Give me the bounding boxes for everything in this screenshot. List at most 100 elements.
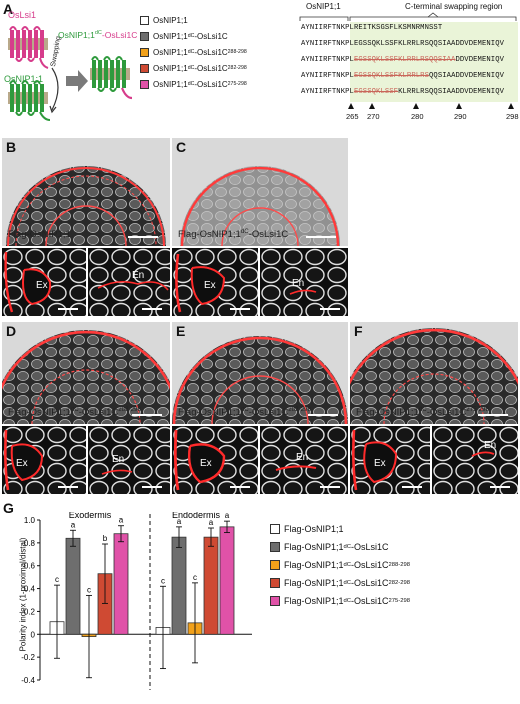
scalebar-b-ex bbox=[58, 308, 78, 310]
significance-letter: a bbox=[71, 520, 76, 529]
y-tick-label: 0 bbox=[31, 630, 36, 639]
y-tick-label: 0.4 bbox=[24, 585, 36, 594]
pos-270: 270 bbox=[367, 112, 380, 121]
chart-legend-2: Flag-OsNIP1;1 dC -OsLsi1C bbox=[270, 538, 410, 556]
align-row-2: AYNIIRFTNKPLEGSSQKLSSFKLRRLRSQQSIAADDVDE… bbox=[301, 40, 505, 48]
pos-265: 265 bbox=[346, 112, 359, 121]
y-tick-label: -0.4 bbox=[21, 676, 35, 685]
scalebar-d-ex bbox=[58, 486, 78, 488]
y-tick-label: 0.8 bbox=[24, 539, 36, 548]
significance-letter: a bbox=[209, 518, 214, 527]
micrograph-e-en: En bbox=[260, 426, 348, 494]
micrograph-f-overview: Flag-OsNIP1;1dC-OsLsi1C275-298 bbox=[350, 322, 518, 424]
align-row-4: AYNIIRFTNKPLEGSSQKLSSFKLRRLRSQQSIAADDVDE… bbox=[301, 72, 505, 80]
label-f: Flag-OsNIP1;1dC-OsLsi1C275-298 bbox=[356, 405, 489, 418]
scalebar-e bbox=[308, 414, 338, 416]
significance-letter: a bbox=[225, 512, 230, 520]
chart-legend: Flag-OsNIP1;1 Flag-OsNIP1;1 dC -OsLsi1C Fl… bbox=[270, 520, 410, 610]
micrograph-d-overview: Flag-OsNIP1;1dC-OsLsi1C288-298 bbox=[2, 322, 170, 424]
panel-letter-a: A bbox=[3, 1, 14, 17]
label-ex-c: Ex bbox=[204, 280, 216, 291]
micrograph-f-ex: Ex bbox=[350, 426, 430, 494]
align-row-5: AYNIIRFTNKPLEGSSQKLSSFKLRRLRSQQSIAADDVDE… bbox=[301, 88, 505, 96]
label-oslsi1: OsLsi1 bbox=[8, 10, 37, 20]
scalebar-d-en bbox=[142, 486, 162, 488]
label-c: Flag-OsNIP1;1dC-OsLsi1C bbox=[178, 227, 289, 240]
label-en-c: En bbox=[292, 278, 305, 289]
label-en-e: En bbox=[296, 452, 309, 463]
scalebar-c bbox=[306, 236, 336, 238]
panel-letter-g: G bbox=[3, 500, 14, 516]
label-ex-e: Ex bbox=[200, 458, 212, 469]
micrograph-f-en: En bbox=[432, 426, 518, 494]
bar bbox=[65, 537, 81, 635]
micrograph-b-ex: Ex bbox=[2, 248, 86, 316]
label-ex-f: Ex bbox=[374, 458, 386, 469]
micrograph-c-ex: Ex bbox=[172, 248, 258, 316]
label-en-b: En bbox=[132, 270, 145, 281]
construct-legend-5: OsNIP1;1 dC -OsLsi1C 275-298 bbox=[140, 77, 247, 91]
significance-letter: c bbox=[87, 585, 91, 594]
significance-letter: a bbox=[177, 517, 182, 526]
polarity-chart: -0.4 -0.2 0 0.2 0.4 0.6 0.8 1.0 Exodermis Endoder… bbox=[21, 512, 252, 690]
bar bbox=[171, 536, 187, 635]
label-en-f: En bbox=[484, 440, 497, 451]
panel-letter-f: F bbox=[354, 323, 363, 339]
significance-letter: c bbox=[55, 575, 59, 584]
y-tick-label: 0.2 bbox=[24, 607, 36, 616]
construct-legend-3: OsNIP1;1 dC -OsLsi1C 288-298 bbox=[140, 45, 247, 59]
swap-arrow bbox=[51, 67, 59, 111]
align-header-right: C-terminal swapping region bbox=[405, 2, 503, 11]
label-en-d: En bbox=[112, 454, 125, 465]
micrograph-d-ex: Ex bbox=[2, 426, 86, 494]
align-header-left: OsNIP1;1 bbox=[306, 2, 341, 11]
label-ex-b: Ex bbox=[36, 280, 48, 291]
micrograph-b-en: En bbox=[88, 248, 170, 316]
label-d: Flag-OsNIP1;1dC-OsLsi1C288-298 bbox=[8, 405, 141, 418]
label-b: Flag-OsNIP1;1 bbox=[8, 229, 71, 240]
construct-legend-2: OsNIP1;1 dC -OsLsi1C bbox=[140, 29, 228, 43]
nip-protein bbox=[9, 80, 51, 121]
panel-letter-d: D bbox=[6, 323, 17, 339]
align-row-1: AYNIIRFTNKPLREITKSGSFLKSMNRMNSST bbox=[301, 24, 443, 32]
bar bbox=[219, 526, 235, 635]
chart-ylabel: Polarity index (1-proximal/distal) bbox=[18, 537, 28, 652]
scalebar-c-en bbox=[320, 308, 340, 310]
y-tick-label: -0.2 bbox=[21, 653, 35, 662]
scalebar-e-ex bbox=[230, 486, 250, 488]
significance-letter: a bbox=[119, 516, 124, 525]
swap-region-highlight bbox=[350, 22, 518, 102]
group-label: Exodermis bbox=[69, 512, 112, 520]
scalebar-e-en bbox=[320, 486, 340, 488]
significance-letter: b bbox=[103, 534, 108, 543]
chimera-protein bbox=[91, 56, 126, 92]
construct-legend-1: OsNIP1;1 bbox=[140, 13, 188, 27]
micrograph-e-overview: Flag-OsNIP1;1dC-OsLsi1C282-298 bbox=[172, 322, 348, 424]
result-arrow bbox=[66, 70, 88, 92]
micrograph-c-en: En bbox=[260, 248, 348, 316]
group-label: Endodermis bbox=[172, 512, 221, 520]
label-e: Flag-OsNIP1;1dC-OsLsi1C282-298 bbox=[178, 405, 311, 418]
micrograph-d-en: En bbox=[88, 426, 170, 494]
micrograph-c-overview: Flag-OsNIP1;1dC-OsLsi1C bbox=[172, 138, 348, 246]
scalebar-f-en bbox=[490, 486, 510, 488]
scalebar-f bbox=[478, 414, 508, 416]
align-row-3: AYNIIRFTNKPLEGSSQKLSSFKLRRLRSQQSIAADDVDE… bbox=[301, 56, 505, 64]
construct-legend-4: OsNIP1;1 dC -OsLsi1C 282-298 bbox=[140, 61, 247, 75]
pos-298: 298 bbox=[506, 112, 519, 121]
label-osnip: OsNIP1;1 bbox=[4, 74, 44, 84]
panel-letter-b: B bbox=[6, 139, 17, 155]
pos-280: 280 bbox=[411, 112, 424, 121]
scalebar-c-ex bbox=[230, 308, 250, 310]
scalebar-b-en bbox=[142, 308, 162, 310]
panel-letter-c: C bbox=[176, 139, 187, 155]
align-brackets bbox=[299, 12, 517, 21]
chart-legend-1: Flag-OsNIP1;1 bbox=[270, 520, 410, 538]
significance-letter: c bbox=[193, 573, 197, 582]
label-ex-d: Ex bbox=[16, 458, 28, 469]
chart-legend-4: Flag-OsNIP1;1 dC -OsLsi1C 282-298 bbox=[270, 574, 410, 592]
chart-legend-5: Flag-OsNIP1;1 dC -OsLsi1C 275-298 bbox=[270, 592, 410, 610]
swap-schematic bbox=[8, 26, 133, 121]
y-tick-label: 0.6 bbox=[24, 562, 36, 571]
label-chimera: OsNIP1;1dC-OsLsi1C bbox=[58, 30, 138, 40]
